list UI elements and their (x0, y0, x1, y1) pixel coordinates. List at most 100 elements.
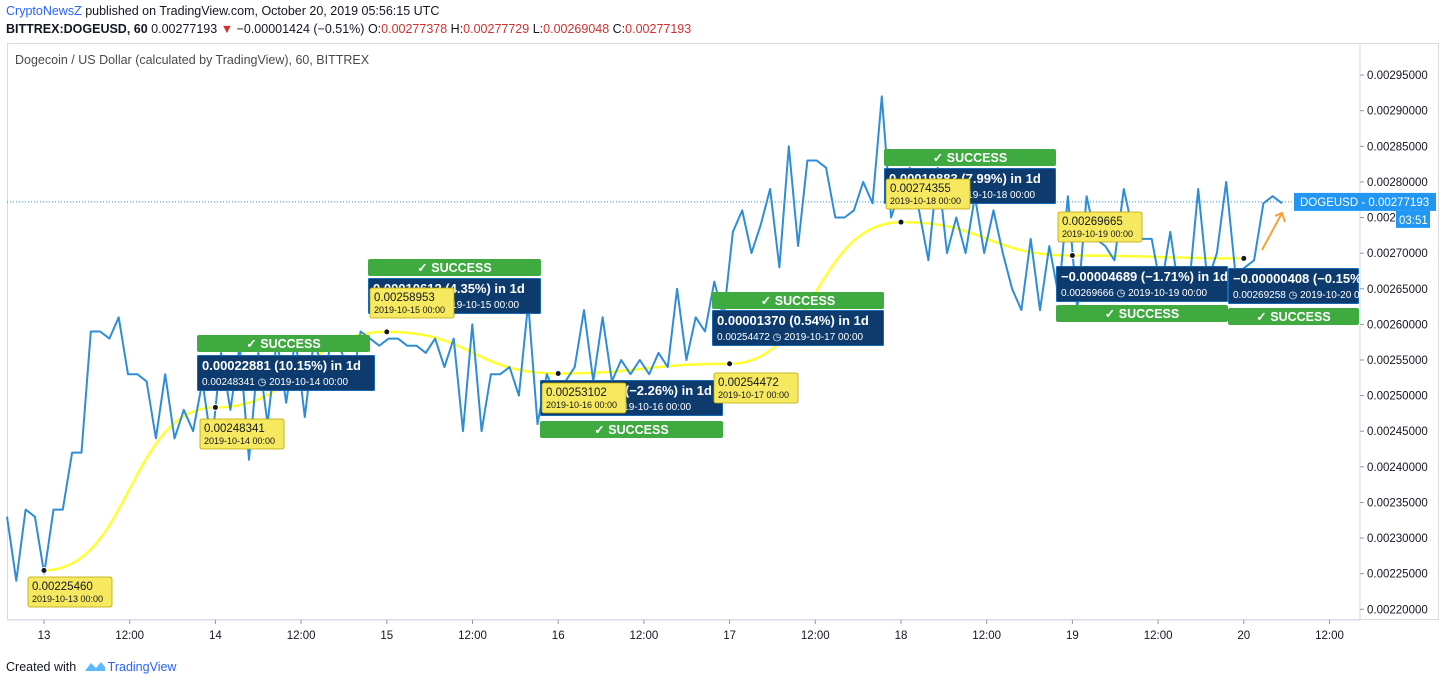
success-label: ✓ SUCCESS (594, 423, 668, 437)
price-label-date: 2019-10-15 00:00 (374, 305, 445, 315)
success-badge (197, 335, 370, 352)
y-tick-label: 0.00235000 (1367, 497, 1428, 509)
y-tick-label: 0.00220000 (1367, 604, 1428, 616)
success-label: ✓ SUCCESS (1256, 310, 1330, 324)
y-tick-label: 0.00250000 (1367, 391, 1428, 403)
callout-box (1228, 268, 1359, 304)
callout-box (197, 355, 375, 391)
y-tick-label: 0.00230000 (1367, 533, 1428, 545)
arrow-head-icon (1274, 211, 1286, 223)
countdown-text: 03:51 (1399, 215, 1428, 227)
success-badge (1056, 305, 1228, 322)
y-tick-label: 0.00255000 (1367, 355, 1428, 367)
price-label-box (713, 372, 799, 404)
price-label-value: 0.00253102 (546, 387, 607, 399)
last-price-tag-text: DOGEUSD - 0.00277193 (1300, 197, 1429, 209)
x-tick-label: 12:00 (115, 630, 144, 642)
callout-change: −0.00004689 (−1.71%) in 1d (1061, 269, 1228, 284)
callout-detail: 0.00248341 ◷ 2019-10-14 00:00 (202, 377, 349, 388)
success-label: ✓ SUCCESS (246, 337, 320, 351)
price-label-date: 2019-10-18 00:00 (890, 196, 961, 206)
x-tick-label: 19 (1066, 630, 1079, 642)
measure-callout: −0.00004689 (−1.71%) in 1d 0.00269666 ◷ 2… (1056, 266, 1228, 302)
chart-title: Dogecoin / US Dollar (calculated by Trad… (15, 53, 370, 67)
y-tick-label: 0.00280000 (1367, 177, 1428, 189)
y-tick-label: 0.00295000 (1367, 70, 1428, 82)
y-tick-label: 0.00265000 (1367, 284, 1428, 296)
success-badge (884, 149, 1056, 166)
open-value: 0.00277378 (381, 22, 448, 36)
projection-point (211, 403, 219, 411)
x-tick-label: 12:00 (287, 630, 316, 642)
y-tick-label: 0.00245000 (1367, 426, 1428, 438)
price-label-date: 2019-10-14 00:00 (204, 436, 275, 446)
countdown-tag (1396, 210, 1430, 228)
y-tick-label: 0.00240000 (1367, 462, 1428, 474)
success-label: ✓ SUCCESS (417, 261, 491, 275)
price-label-value: 0.00269665 (1062, 216, 1123, 228)
x-tick-label: 12:00 (1315, 630, 1344, 642)
publish-text: published on TradingView.com, October 20… (81, 4, 440, 18)
callout-change: 0.00022881 (10.15%) in 1d (202, 358, 361, 373)
y-tick-label: 0.00285000 (1367, 141, 1428, 153)
price-label-value: 0.00258953 (374, 292, 435, 304)
success-label: ✓ SUCCESS (1105, 307, 1179, 321)
tradingview-link[interactable]: TradingView (107, 660, 177, 674)
price-label-box (1057, 211, 1143, 243)
symbol-label: BITTREX:DOGEUSD, 60 (6, 22, 148, 36)
success-badge (712, 292, 884, 309)
price-label-date: 2019-10-13 00:00 (32, 594, 103, 604)
callout-change: −0.00000408 (−0.15%) in 1d (1233, 271, 1400, 286)
author-link[interactable]: CryptoNewsZ (6, 4, 82, 18)
ohlc-bar: BITTREX:DOGEUSD, 60 0.00277193 ▼ −0.0000… (6, 22, 691, 36)
projection-point (726, 360, 734, 368)
low-value: 0.00269048 (543, 22, 610, 36)
measure-callout: 0.00001370 (0.54%) in 1d 0.00254472 ◷ 201… (712, 310, 884, 346)
publish-info: CryptoNewsZ published on TradingView.com… (6, 4, 439, 18)
callout-box (712, 310, 884, 346)
last-price-tag (1294, 192, 1436, 211)
x-tick-label: 17 (723, 630, 736, 642)
x-tick-label: 13 (38, 630, 51, 642)
close-value: 0.00277193 (625, 22, 692, 36)
price-label-box (369, 287, 455, 319)
projection-point (1240, 254, 1248, 262)
price-label-value: 0.00225460 (32, 581, 93, 593)
high-value: 0.00277729 (463, 22, 530, 36)
y-tick-label: 0.00290000 (1367, 106, 1428, 118)
measure-callout: −0.00000408 (−0.15%) in 1d 0.00269258 ◷ 2… (1228, 268, 1400, 304)
footer: Created with TradingView (6, 660, 176, 674)
projection-point (40, 566, 48, 574)
price-change: −0.00001424 (−0.51%) (236, 22, 365, 36)
callout-detail: 0.00269258 ◷ 2019-10-20 00:00 (1233, 290, 1380, 301)
success-label: ✓ SUCCESS (933, 151, 1007, 165)
price-label-date: 2019-10-16 00:00 (546, 400, 617, 410)
x-tick-label: 18 (895, 630, 908, 642)
forecast-arrow (1261, 212, 1283, 251)
created-with-text: Created with (6, 660, 77, 674)
y-tick-label: 0.00225000 (1367, 569, 1428, 581)
x-tick-label: 12:00 (458, 630, 487, 642)
price-label-value: 0.00248341 (204, 423, 265, 435)
projection-point (1068, 252, 1076, 260)
down-arrow-icon: ▼ (220, 22, 234, 36)
projection-point (554, 370, 562, 378)
y-tick-label: 0.00270000 (1367, 248, 1428, 260)
x-tick-label: 12:00 (630, 630, 659, 642)
price-label-box (27, 576, 113, 608)
callout-detail: 0.00254472 ◷ 2019-10-17 00:00 (717, 332, 864, 343)
price-label-date: 2019-10-19 00:00 (1062, 229, 1133, 239)
x-tick-label: 16 (552, 630, 565, 642)
price-label-box (541, 382, 627, 414)
price-label-value: 0.00274355 (890, 183, 951, 195)
price-label-box (885, 178, 971, 210)
callout-detail: 0.00269666 ◷ 2019-10-19 00:00 (1061, 288, 1208, 299)
low-label: L: (532, 22, 544, 36)
tradingview-logo-icon (84, 662, 105, 671)
success-badge (540, 421, 723, 438)
price-label-date: 2019-10-17 00:00 (718, 390, 789, 400)
success-badge (368, 259, 541, 276)
projection-point (383, 328, 391, 336)
x-tick-label: 12:00 (972, 630, 1001, 642)
